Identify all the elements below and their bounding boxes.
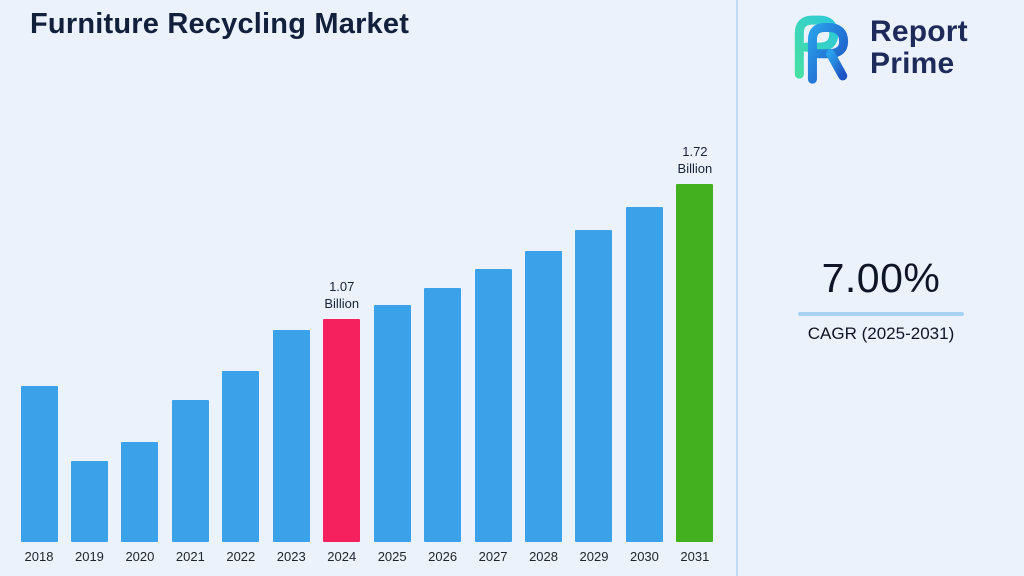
bar-column: 1.07 Billion 2024 xyxy=(317,278,367,564)
x-axis-label: 2024 xyxy=(327,549,357,564)
x-axis-label: 2026 xyxy=(428,549,458,564)
bar-2020 xyxy=(121,442,159,542)
x-axis-label: 2021 xyxy=(175,549,205,564)
bar-2021 xyxy=(171,400,209,542)
x-axis-label: 2023 xyxy=(276,549,306,564)
x-axis-label: 2030 xyxy=(629,549,659,564)
bar-2026 xyxy=(424,288,462,542)
bar-column: 2027 xyxy=(468,269,518,564)
x-axis-label: 2022 xyxy=(226,549,256,564)
bar-2031 xyxy=(676,184,714,542)
bar-column: 2028 xyxy=(519,251,569,564)
bar-column: 2030 xyxy=(619,207,669,564)
bar-2024 xyxy=(323,319,361,542)
bar-column: 2029 xyxy=(569,230,619,564)
bar-2022 xyxy=(222,371,260,542)
bar-column: 2023 xyxy=(266,330,316,564)
brand-logo: Report Prime xyxy=(778,10,968,86)
x-axis-label: 2031 xyxy=(680,549,710,564)
x-axis-label: 2028 xyxy=(529,549,558,564)
x-axis-label: 2019 xyxy=(74,549,104,564)
cagr-underline xyxy=(798,312,964,316)
x-axis-label: 2027 xyxy=(478,549,508,564)
brand-name: Report Prime xyxy=(870,16,968,80)
cagr-label: CAGR (2025-2031) xyxy=(807,324,955,343)
report-prime-logo-icon xyxy=(794,15,849,84)
x-axis-label: 2020 xyxy=(125,549,155,564)
brand-name-line1: Report xyxy=(870,15,968,49)
bar-2025 xyxy=(373,305,411,542)
x-axis-label: 2025 xyxy=(377,549,407,564)
page-title: Furniture Recycling Market xyxy=(30,8,410,40)
bar-2019 xyxy=(70,461,108,542)
cagr-block: 7.00% CAGR (2025-2031) xyxy=(738,255,1024,344)
x-axis-label: 2029 xyxy=(579,549,609,564)
bar-column: 2019 xyxy=(64,461,114,564)
brand-name-line2: Prime xyxy=(870,47,955,80)
bar-2029 xyxy=(575,230,613,542)
vertical-divider xyxy=(736,0,738,576)
bar-column: 2020 xyxy=(115,442,165,564)
cagr-value: 7.00% xyxy=(821,255,941,301)
right-panel: Report Prime 7.00% CAGR (2025-2031) xyxy=(738,0,1024,576)
bar-column: 1.72 Billion 2031 xyxy=(670,143,720,564)
bar-column: 2022 xyxy=(216,371,266,564)
x-axis-label: 2018 xyxy=(24,549,54,564)
bar-2027 xyxy=(474,269,512,542)
bar-2030 xyxy=(625,207,663,542)
bar-value-label: 1.72 Billion xyxy=(677,143,713,177)
bar-value-label: 1.07 Billion xyxy=(324,278,360,312)
bar-column: 2025 xyxy=(367,305,417,564)
bar-chart: 2018 2019 2020 2021 2022 2023 1.07 Billion 2024 2… xyxy=(14,143,720,564)
bar-2023 xyxy=(272,330,310,542)
bar-column: 2018 xyxy=(14,386,64,564)
bar-column: 2026 xyxy=(418,288,468,564)
bar-2018 xyxy=(20,386,58,542)
bar-2028 xyxy=(525,251,563,542)
bar-column: 2021 xyxy=(165,400,215,564)
